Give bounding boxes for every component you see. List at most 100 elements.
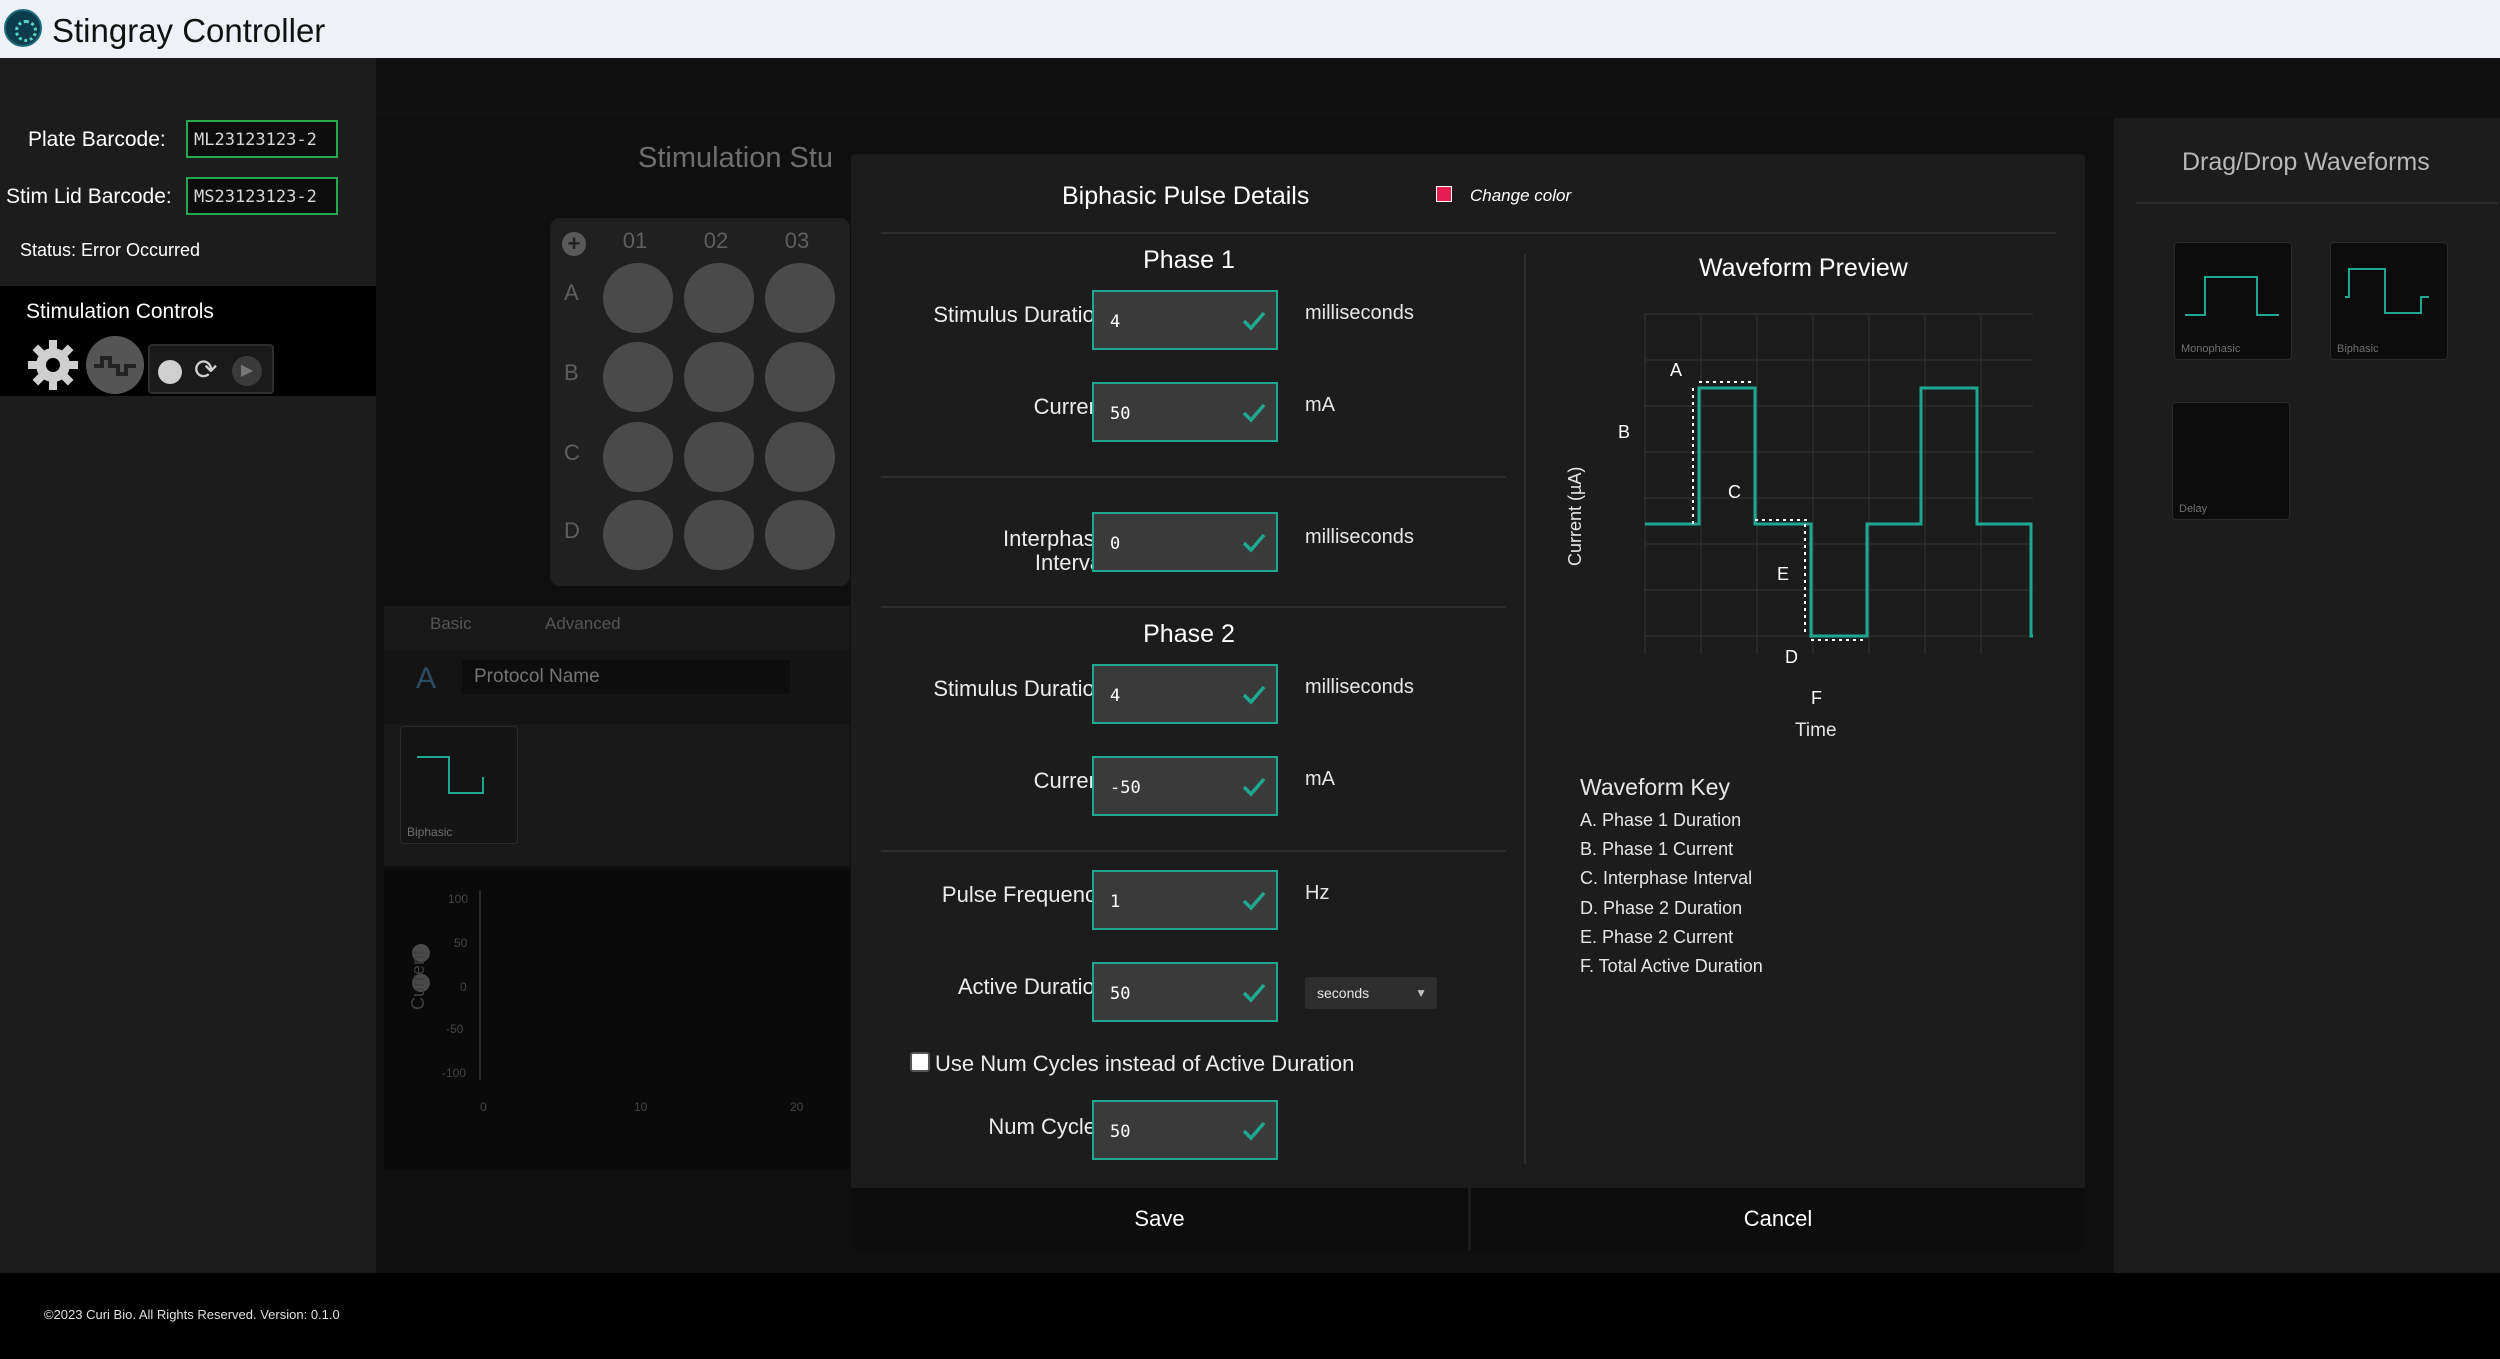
color-swatch[interactable] <box>1436 186 1452 202</box>
check-icon <box>1242 311 1266 331</box>
active-duration-input[interactable]: 50 <box>1092 962 1278 1022</box>
preview-y-label: Current (µA) <box>1565 466 1585 566</box>
tab-advanced[interactable]: Advanced <box>545 614 621 633</box>
input-value: 50 <box>1110 1122 1131 1142</box>
x-tick: 10 <box>634 1100 648 1114</box>
divider <box>881 232 2056 234</box>
zoom-out-icon[interactable] <box>412 974 430 992</box>
check-icon <box>1242 983 1266 1003</box>
pulse-frequency-unit: Hz <box>1305 882 1330 904</box>
row-label: B <box>564 360 579 385</box>
add-icon[interactable]: + <box>562 232 586 256</box>
divider <box>1524 254 1526 1164</box>
well-b3[interactable] <box>765 342 835 412</box>
biphasic-waveform-icon <box>417 756 484 794</box>
tab-basic[interactable]: Basic <box>430 614 472 633</box>
phase2-duration-input[interactable]: 4 <box>1092 664 1278 724</box>
play-icon[interactable]: ▶ <box>232 356 262 386</box>
phase1-duration-label: Stimulus Duration <box>933 302 1107 327</box>
footer: ©2023 Curi Bio. All Rights Reserved. Ver… <box>0 1273 2500 1359</box>
divider <box>881 606 1506 608</box>
row-label: A <box>564 280 579 305</box>
stimulation-controls: Stimulation Controls ⟳ ▶ <box>0 286 376 396</box>
column-label: 01 <box>622 228 648 253</box>
phase2-duration-unit: milliseconds <box>1305 676 1414 698</box>
well-d1[interactable] <box>603 500 673 570</box>
record-icon[interactable] <box>158 360 182 384</box>
phase1-current-label: Current <box>1033 394 1107 419</box>
save-button[interactable]: Save <box>851 1188 1468 1250</box>
check-icon <box>1242 403 1266 423</box>
biphasic-card[interactable]: Biphasic <box>2330 242 2448 360</box>
delay-card[interactable]: Delay <box>2172 402 2290 520</box>
column-label: 02 <box>703 228 729 253</box>
monophasic-card[interactable]: Monophasic <box>2174 242 2292 360</box>
well-c1[interactable] <box>603 422 673 492</box>
stimulation-icon[interactable] <box>86 336 144 394</box>
well-c3[interactable] <box>765 422 835 492</box>
well-d2[interactable] <box>684 500 754 570</box>
top-strip <box>376 58 2500 118</box>
input-value: 4 <box>1110 312 1121 332</box>
well-a3[interactable] <box>765 263 835 333</box>
active-duration-unit-select[interactable]: seconds ▼ <box>1305 977 1437 1009</box>
key-item: F. Total Active Duration <box>1580 956 1763 976</box>
pulse-frequency-label: Pulse Frequency <box>941 882 1107 907</box>
well-c2[interactable] <box>684 422 754 492</box>
check-icon <box>1242 777 1266 797</box>
num-cycles-input[interactable]: 50 <box>1092 1100 1278 1160</box>
plate-barcode-row: Plate Barcode: ML23123123-2 <box>0 120 376 160</box>
card-label: Delay <box>2179 503 2208 515</box>
stim-lid-barcode-input[interactable]: MS23123123-2 <box>186 177 338 215</box>
marker-label: B <box>1618 422 1631 442</box>
well-b2[interactable] <box>684 342 754 412</box>
monophasic-waveform-icon <box>2185 276 2279 316</box>
phase2-heading: Phase 2 <box>1143 620 1235 648</box>
key-item: C. Interphase Interval <box>1580 868 1753 888</box>
y-tick: 100 <box>448 892 469 906</box>
phase2-current-input[interactable]: -50 <box>1092 756 1278 816</box>
title-bar: Stingray Controller <box>0 0 2500 58</box>
well-a2[interactable] <box>684 263 754 333</box>
row-label: D <box>564 518 580 543</box>
input-value: -50 <box>1110 778 1141 798</box>
biphasic-waveform-icon <box>2345 268 2429 314</box>
chart-axes <box>479 890 481 1080</box>
phase1-duration-input[interactable]: 4 <box>1092 290 1278 350</box>
plate-barcode-input[interactable]: ML23123123-2 <box>186 120 338 158</box>
card-label: Biphasic <box>407 825 453 839</box>
interphase-interval-input[interactable]: 0 <box>1092 512 1278 572</box>
status-text: Status: Error Occurred <box>20 240 201 260</box>
dropdown-value: seconds <box>1317 985 1370 1001</box>
divider <box>881 850 1506 852</box>
use-num-cycles-checkbox[interactable] <box>910 1052 930 1072</box>
cancel-button[interactable]: Cancel <box>1471 1188 2085 1250</box>
change-color-link[interactable]: Change color <box>1470 186 1572 205</box>
input-value: 4 <box>1110 686 1121 706</box>
key-item: D. Phase 2 Duration <box>1580 898 1743 918</box>
input-value: 50 <box>1110 984 1131 1004</box>
interphase-label-line2: Interval <box>1034 550 1107 575</box>
zoom-in-icon[interactable] <box>412 944 430 962</box>
protocol-name-input[interactable] <box>462 660 790 694</box>
drag-drop-title: Drag/Drop Waveforms <box>2182 148 2430 176</box>
waveform-trace <box>1645 381 2033 641</box>
waveform-library-panel: Drag/Drop Waveforms Monophasic Biphasic … <box>2114 118 2500 1273</box>
check-icon <box>1242 533 1266 553</box>
y-tick: -100 <box>442 1066 467 1080</box>
interphase-unit: milliseconds <box>1305 526 1414 548</box>
protocol-waveform-card[interactable]: Biphasic <box>400 726 518 844</box>
marker-label: D <box>1785 647 1798 667</box>
grid-lines <box>1644 313 2033 654</box>
gear-icon[interactable] <box>26 338 80 392</box>
refresh-icon[interactable]: ⟳ <box>194 354 218 385</box>
pulse-frequency-input[interactable]: 1 <box>1092 870 1278 930</box>
y-tick: 50 <box>454 936 468 950</box>
well-a1[interactable] <box>603 263 673 333</box>
protocol-letter: A <box>416 662 437 695</box>
phase1-current-input[interactable]: 50 <box>1092 382 1278 442</box>
well-b1[interactable] <box>603 342 673 412</box>
sidebar: Plate Barcode: ML23123123-2 Stim Lid Bar… <box>0 58 376 1273</box>
playback-controls: ⟳ ▶ <box>148 344 274 394</box>
well-d3[interactable] <box>765 500 835 570</box>
